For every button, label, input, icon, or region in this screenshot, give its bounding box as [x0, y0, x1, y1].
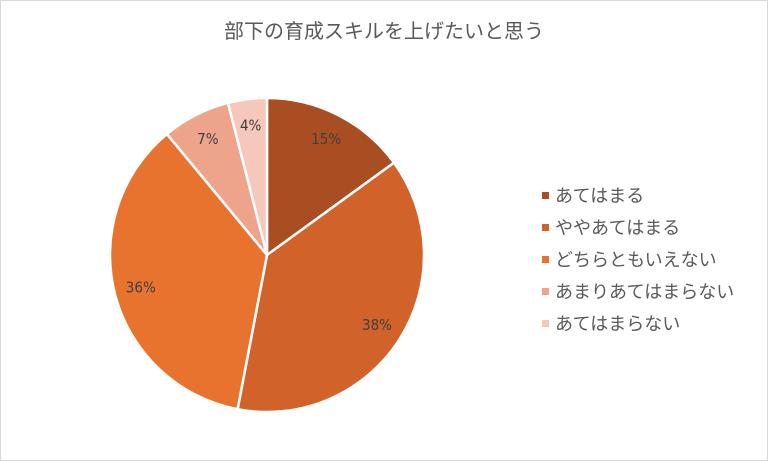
pie-slice-1 [236, 160, 426, 414]
data-label: 7% [197, 130, 219, 148]
legend-swatch [542, 223, 549, 231]
chart-title: 部下の育成スキルを上げたいと思う [224, 19, 544, 43]
data-label: 4% [240, 117, 262, 135]
legend-item: あまりあてはまらない [542, 275, 734, 307]
legend-item: どちらともいえない [542, 243, 734, 275]
pie-slice-2 [108, 132, 269, 411]
data-label: 38% [362, 316, 392, 334]
legend: あてはまるややあてはまるどちらともいえない あまりあてはまらない あてはまらない [542, 179, 734, 339]
legend-swatch [542, 287, 549, 295]
legend-label: どちらともいえない [555, 250, 717, 271]
data-label: 15% [311, 130, 341, 148]
legend-item: あてはまらない [542, 307, 734, 339]
pie-slice-0 [265, 96, 396, 258]
pie-slice-4 [226, 96, 269, 256]
legend-swatch [542, 319, 549, 327]
legend-label: あてはまらない [555, 314, 681, 335]
legend-label: あてはまる [555, 186, 645, 207]
legend-item: あてはまる [542, 179, 734, 211]
legend-label: あまりあてはまらない [555, 282, 735, 303]
data-label: 36% [126, 278, 156, 296]
legend-label: ややあてはまる [555, 218, 681, 239]
legend-item: ややあてはまる [542, 211, 734, 243]
legend-swatch [542, 191, 549, 199]
legend-swatch [542, 255, 549, 263]
